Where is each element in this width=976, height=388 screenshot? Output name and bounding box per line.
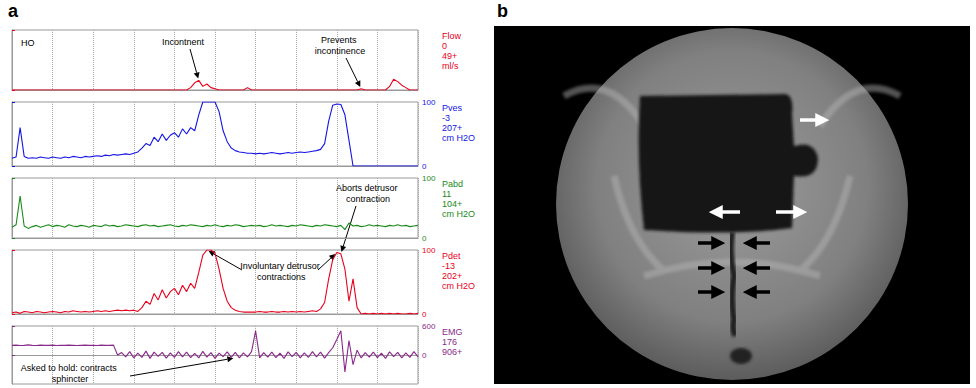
svg-text:600: 600 (422, 322, 436, 331)
html-text:b: b (497, 1, 508, 21)
svg-text:Pves: Pves (442, 103, 463, 113)
svg-text:Flow: Flow (442, 31, 462, 41)
svg-text:49+: 49+ (442, 51, 457, 61)
svg-text:sphincter: sphincter (52, 374, 89, 384)
svg-text:Aborts detrusor: Aborts detrusor (336, 183, 400, 193)
svg-text:100: 100 (422, 246, 436, 255)
svg-text:cm H2O: cm H2O (442, 281, 475, 291)
svg-text:Incontnent: Incontnent (162, 37, 205, 47)
svg-text:-13: -13 (442, 261, 455, 271)
svg-text:contraction: contraction (346, 194, 390, 204)
svg-text:0: 0 (422, 351, 427, 360)
svg-text:0: 0 (442, 41, 447, 51)
svg-text:100: 100 (422, 98, 436, 107)
svg-text:0: 0 (422, 162, 427, 171)
svg-text:-3: -3 (442, 113, 450, 123)
svg-text:incontinence: incontinence (315, 46, 366, 56)
svg-text:176: 176 (442, 337, 457, 347)
svg-text:202+: 202+ (442, 271, 462, 281)
svg-text:11: 11 (442, 189, 451, 199)
svg-text:100: 100 (422, 174, 436, 183)
svg-text:0: 0 (422, 234, 427, 243)
svg-text:207+: 207+ (442, 123, 462, 133)
svg-text:Asked to hold: contracts: Asked to hold: contracts (21, 363, 120, 373)
svg-text:Pdet: Pdet (442, 251, 461, 261)
svg-text:contractions: contractions (254, 272, 306, 282)
svg-text:104+: 104+ (442, 199, 462, 209)
svg-text:0: 0 (422, 310, 427, 319)
svg-text:EMG: EMG (442, 327, 463, 337)
svg-text:cm H2O: cm H2O (442, 209, 475, 219)
html-text:a: a (8, 1, 18, 21)
svg-text:Prevents: Prevents (321, 35, 359, 45)
svg-text:HO: HO (21, 38, 35, 48)
svg-text:Pabd: Pabd (442, 179, 463, 189)
svg-text:cm H2O: cm H2O (442, 133, 475, 143)
svg-text:ml/s: ml/s (442, 61, 459, 71)
svg-text:Involuntary detrusor: Involuntary detrusor (240, 261, 320, 271)
svg-text:906+: 906+ (442, 347, 462, 357)
